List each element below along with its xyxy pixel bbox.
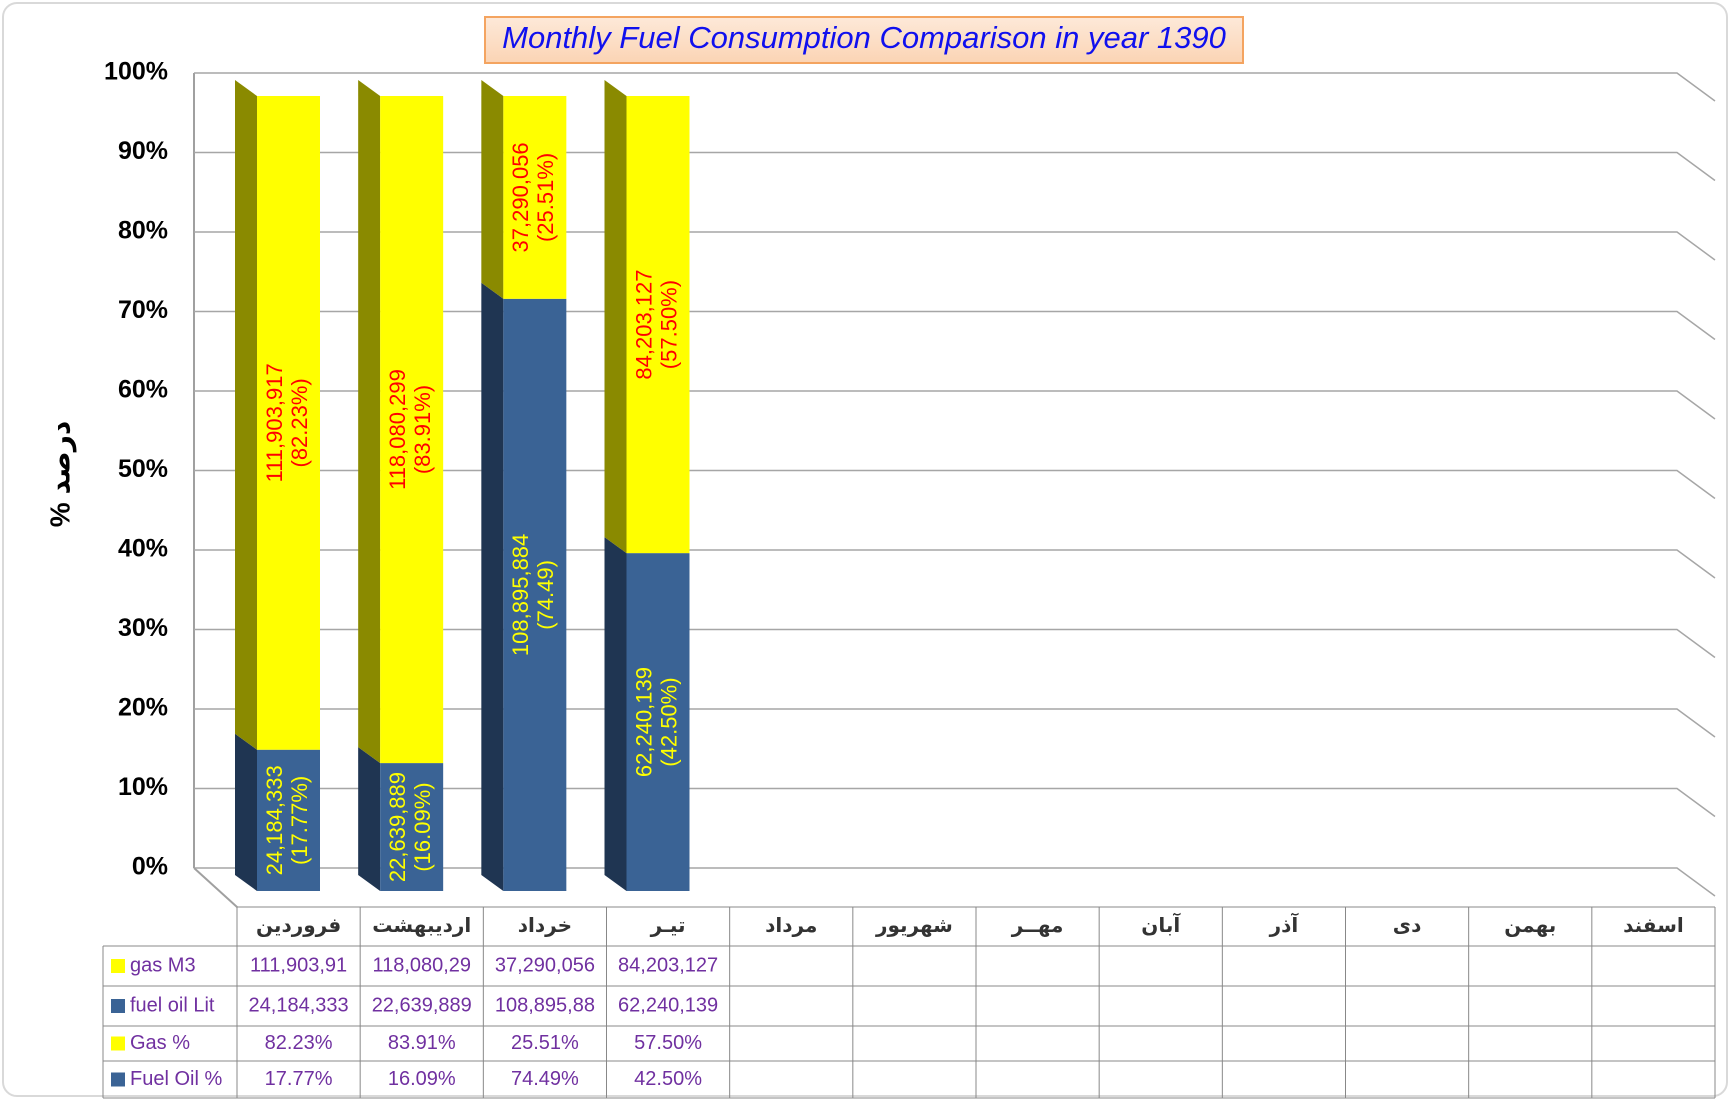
bar-side — [481, 282, 504, 891]
table-cell: 118,080,29 — [372, 954, 471, 976]
grid-line — [194, 72, 1716, 102]
x-tick-label: اردیبهشت — [372, 915, 471, 937]
y-tick-label: 50% — [118, 455, 168, 483]
data-label: 62,240,139 — [631, 667, 656, 777]
legend-key — [111, 1072, 125, 1087]
table-cell: 74.49% — [511, 1068, 579, 1090]
legend-key — [111, 959, 125, 973]
bar — [257, 96, 320, 750]
chart-title: Monthly Fuel Consumption Comparison in y… — [502, 20, 1226, 55]
y-tick-label: 90% — [118, 137, 168, 165]
x-tick-label: بهمن — [1504, 915, 1556, 937]
y-tick-label: 40% — [118, 535, 168, 563]
y-tick-label: 10% — [118, 773, 168, 801]
x-tick-label: فروردین — [256, 915, 341, 937]
title-box — [484, 16, 1244, 64]
bar-side — [235, 80, 257, 750]
table-cell: 57.50% — [634, 1032, 702, 1054]
bar — [380, 96, 444, 764]
y-tick-label: 100% — [104, 58, 168, 86]
legend-label: gas M3 — [130, 954, 196, 976]
data-label: (57.50%) — [656, 280, 681, 369]
bar — [626, 96, 690, 554]
data-label: (42.50%) — [656, 677, 681, 766]
x-tick-label: مرداد — [765, 915, 817, 937]
y-tick-label: 0% — [132, 853, 168, 881]
table-cell: 108,895,88 — [495, 994, 595, 1016]
x-tick-label: تیـر — [650, 915, 686, 937]
data-label: 118,080,299 — [385, 369, 410, 490]
table-cell: 16.09% — [388, 1068, 456, 1090]
x-tick-label: خرداد — [518, 915, 572, 937]
legend-label: Gas % — [130, 1032, 190, 1054]
table-cell: 17.77% — [265, 1068, 333, 1090]
legend-key — [111, 999, 125, 1013]
table-cell: 84,203,127 — [618, 954, 718, 976]
y-tick-label: 70% — [118, 296, 168, 324]
data-label: (74.49) — [533, 560, 558, 630]
bar-side — [604, 80, 627, 554]
data-label: 37,290,056 — [508, 142, 533, 252]
bar — [503, 298, 567, 891]
bar-side — [358, 747, 381, 891]
legend-label: fuel oil Lit — [130, 994, 215, 1016]
y-tick-label: 60% — [118, 376, 168, 404]
table-cell: 42.50% — [634, 1068, 702, 1090]
bar — [257, 749, 320, 891]
legend-key — [111, 1036, 125, 1051]
floor-edge — [193, 867, 238, 908]
y-tick-label: 80% — [118, 217, 168, 245]
bar-side — [604, 537, 627, 891]
table-cell: 83.91% — [388, 1032, 456, 1054]
y-tick-label: 20% — [118, 694, 168, 722]
x-tick-label: آبان — [1141, 912, 1181, 937]
data-label: 108,895,884 — [508, 534, 533, 656]
table-cell: 37,290,056 — [495, 954, 595, 976]
x-tick-label: شهریور — [875, 915, 953, 937]
bar-side — [235, 733, 257, 891]
x-tick-label: آذر — [1269, 912, 1300, 937]
table-cell: 24,184,333 — [249, 994, 349, 1016]
table-cell: 62,240,139 — [618, 994, 718, 1016]
x-tick-label: دی — [1393, 915, 1422, 937]
table-cell: 82.23% — [265, 1032, 333, 1054]
y-axis-label: % درصد — [44, 421, 76, 527]
table-cell: 111,903,91 — [250, 954, 347, 976]
data-label: (16.09%) — [410, 782, 435, 871]
x-tick-label: اسفند — [1623, 915, 1684, 937]
data-label: (83.91%) — [410, 385, 435, 474]
table-cell: 25.51% — [511, 1032, 579, 1054]
data-label: (17.77%) — [287, 776, 312, 865]
x-tick-label: مهــر — [1011, 915, 1064, 937]
data-label: 24,184,333 — [262, 765, 287, 875]
bar-side — [481, 80, 504, 299]
bar — [380, 763, 444, 891]
bar — [503, 96, 567, 299]
legend-label: Fuel Oil % — [130, 1068, 222, 1090]
data-label: (82.23%) — [287, 378, 312, 467]
data-label: 22,639,889 — [385, 772, 410, 882]
data-label: (25.51%) — [533, 153, 558, 242]
data-label: 84,203,127 — [631, 270, 656, 380]
bar-side — [358, 80, 381, 764]
table-cell: 22,639,889 — [372, 994, 472, 1016]
bar — [626, 553, 690, 891]
y-tick-label: 30% — [118, 614, 168, 642]
data-label: 111,903,917 — [262, 363, 287, 482]
